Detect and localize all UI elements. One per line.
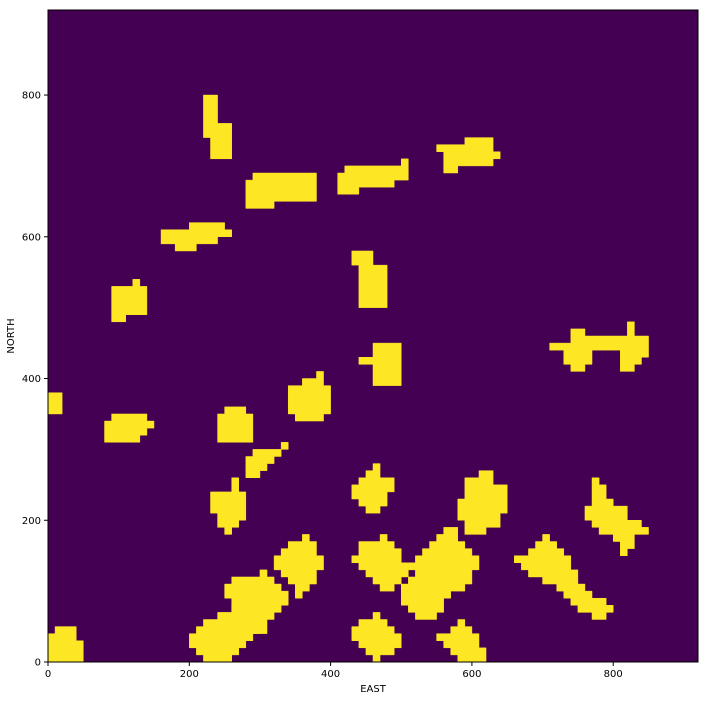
obstacle-region-25 [189, 605, 261, 663]
obstacle-region-11 [287, 371, 331, 422]
obstacle-region-23 [514, 534, 614, 620]
obstacle-region-17 [457, 470, 508, 535]
obstacle-region-7 [111, 279, 148, 323]
x-tick-label: 400 [321, 669, 340, 680]
plot-frame [47, 9, 699, 663]
obstacle-region-3 [337, 158, 409, 195]
obstacle-region-2 [245, 172, 317, 209]
x-tick-label: 200 [180, 669, 199, 680]
obstacle-region-27 [436, 619, 487, 663]
obstacle-region-13 [104, 413, 155, 443]
obstacle-region-12 [47, 392, 63, 415]
obstacle-region-22 [401, 527, 480, 620]
y-tick-label: 0 [35, 658, 41, 669]
obstacle-region-19 [210, 477, 247, 535]
x-axis: 0 200 400 600 800 [45, 662, 623, 680]
y-tick-label: 800 [22, 91, 41, 102]
obstacle-region-14 [217, 406, 254, 443]
y-tick-label: 400 [22, 374, 41, 385]
obstacle-region-16 [351, 463, 395, 514]
obstacle-region-5 [160, 222, 232, 252]
y-tick-label: 200 [22, 516, 41, 527]
obstacle-region-10 [358, 342, 402, 386]
x-tick-label: 600 [462, 669, 481, 680]
x-tick-label: 800 [604, 669, 623, 680]
x-tick-label: 0 [45, 669, 51, 680]
obstacle-region-1 [203, 94, 232, 160]
obstacle-region-21 [351, 534, 409, 592]
obstacle-region-18 [584, 477, 649, 556]
obstacle-layer [47, 94, 649, 663]
obstacle-region-20 [273, 534, 324, 599]
x-axis-label: EAST [360, 684, 387, 695]
obstacle-region-4 [436, 137, 501, 174]
y-axis: 0 200 400 600 800 [22, 91, 48, 669]
obstacle-region-8 [549, 328, 600, 372]
obstacle-region-9 [598, 321, 649, 372]
y-tick-label: 600 [22, 232, 41, 243]
y-axis-label: NORTH [6, 318, 17, 353]
obstacle-region-6 [351, 250, 388, 308]
obstacle-region-15 [245, 442, 289, 478]
